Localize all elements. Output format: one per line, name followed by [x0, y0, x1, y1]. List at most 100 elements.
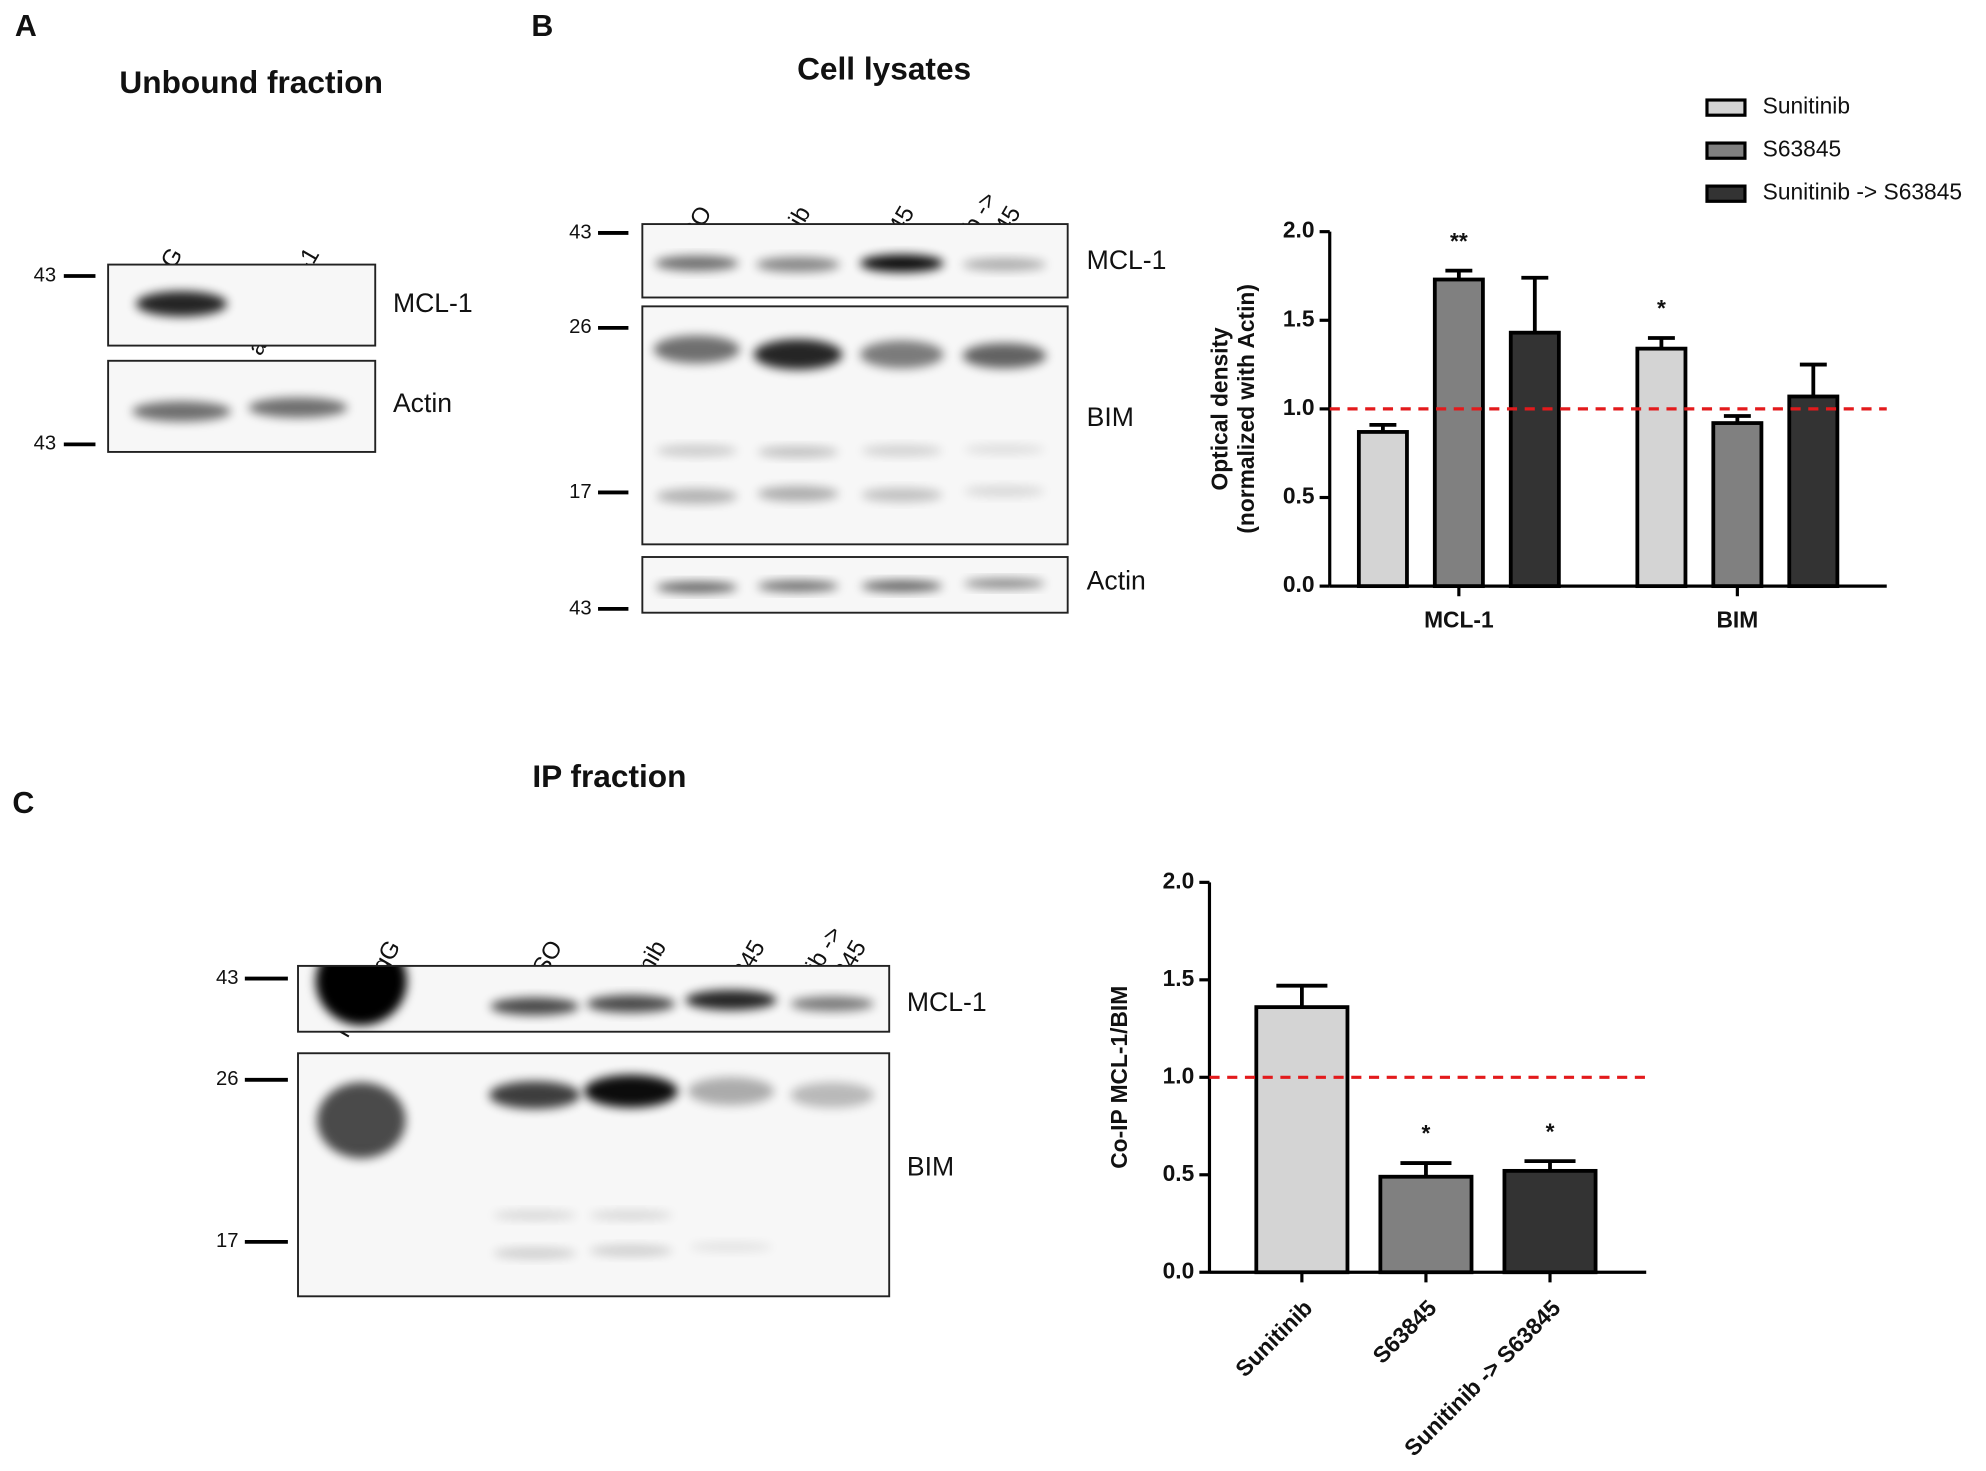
- bar: [1635, 346, 1688, 589]
- blot-bands: [642, 557, 1068, 613]
- panel-letter: A: [15, 9, 37, 43]
- blot-band: [757, 580, 839, 592]
- y-axis-label: Optical density (normalized with Actin): [1207, 284, 1260, 534]
- size-marker: 43: [34, 433, 57, 455]
- legend-swatch: [1705, 184, 1747, 203]
- size-marker: 26: [569, 316, 592, 338]
- size-marker: 43: [216, 967, 239, 989]
- blot-band: [489, 1081, 581, 1109]
- y-tick-label: 1.5: [1163, 965, 1195, 991]
- blot-band: [315, 965, 407, 1026]
- blot-band: [490, 997, 580, 1016]
- blot-band: [861, 488, 943, 502]
- x-tick-label: MCL-1: [1424, 607, 1494, 633]
- legend-swatch: [1705, 141, 1747, 160]
- blot-band: [689, 1241, 773, 1252]
- legend-swatch: [1705, 98, 1747, 117]
- bar: [1502, 1168, 1598, 1275]
- panel-letter: B: [531, 9, 553, 43]
- blot-band: [653, 335, 740, 364]
- blot-band: [962, 343, 1047, 369]
- blot-band: [132, 401, 231, 422]
- blot-bands: [108, 360, 376, 452]
- size-marker: 43: [569, 221, 592, 243]
- legend-label: S63845: [1763, 136, 1842, 162]
- panel-title: Cell lysates: [797, 50, 971, 86]
- blot-label: MCL-1: [907, 987, 987, 1017]
- blot-band: [861, 444, 943, 457]
- y-tick-label: 0.5: [1283, 483, 1315, 509]
- y-axis-label: Co-IP MCL-1/BIM: [1106, 986, 1132, 1169]
- blot-band: [753, 339, 843, 370]
- blot-band: [656, 444, 738, 457]
- bar: [1254, 1005, 1350, 1275]
- y-axis-label-line: (normalized with Actin): [1233, 284, 1259, 534]
- blot-band: [756, 256, 840, 273]
- x-tick-label: S63845: [1367, 1294, 1441, 1368]
- blot-band: [492, 1210, 577, 1221]
- y-axis-label-line: Optical density: [1207, 327, 1233, 491]
- blot-frame: [641, 556, 1069, 614]
- x-tick-label: Sunitinib: [1230, 1295, 1317, 1382]
- significance: *: [1657, 295, 1666, 321]
- blot-label: Actin: [1087, 565, 1146, 595]
- blot-band: [316, 1082, 406, 1159]
- blot-band: [685, 989, 777, 1011]
- blot-bands: [298, 965, 890, 1032]
- blot-band: [248, 397, 348, 418]
- blot-band: [860, 340, 944, 369]
- blot-label: BIM: [907, 1151, 954, 1181]
- blot-band: [687, 1077, 774, 1106]
- blot-band: [656, 488, 738, 504]
- significance: **: [1450, 228, 1468, 254]
- blot-bands: [298, 1053, 890, 1297]
- panel-letter: C: [12, 786, 34, 820]
- significance: *: [1422, 1120, 1431, 1146]
- y-axis-label-line: Co-IP MCL-1/BIM: [1106, 986, 1132, 1169]
- y-tick-label: 0.0: [1163, 1257, 1195, 1283]
- blot-frame: [297, 964, 891, 1033]
- y-tick-label: 2.0: [1163, 867, 1195, 893]
- blot-band: [589, 1210, 673, 1221]
- bar: [1432, 277, 1485, 589]
- bar: [1356, 430, 1409, 589]
- y-tick-label: 1.5: [1283, 305, 1315, 331]
- legend-label: Sunitinib: [1763, 93, 1850, 119]
- blot-band: [963, 444, 1045, 455]
- blot-frame: [297, 1052, 891, 1298]
- blot-frame: [107, 359, 377, 453]
- blot-frame: [107, 263, 377, 347]
- blot-band: [963, 485, 1045, 497]
- x-tick-label: BIM: [1716, 607, 1758, 633]
- blot-band: [962, 258, 1047, 271]
- blot-label: Actin: [393, 388, 452, 418]
- bar: [1508, 330, 1561, 589]
- y-tick-label: 2.0: [1283, 217, 1315, 243]
- blot-band: [860, 254, 944, 273]
- blot-band: [492, 1247, 577, 1259]
- size-marker: 17: [569, 481, 592, 503]
- panel-title: IP fraction: [532, 758, 686, 794]
- blot-band: [586, 995, 676, 1013]
- y-tick-label: 0.0: [1283, 571, 1315, 597]
- blot-bands: [642, 224, 1068, 298]
- blot-frame: [641, 223, 1069, 299]
- blot-bands: [108, 264, 376, 346]
- blot-band: [963, 578, 1045, 589]
- bar: [1711, 421, 1764, 589]
- bar: [1787, 394, 1840, 589]
- y-tick-label: 1.0: [1163, 1062, 1195, 1088]
- significance: *: [1546, 1118, 1555, 1144]
- blot-bands: [642, 306, 1068, 545]
- size-marker: 26: [216, 1068, 239, 1090]
- y-tick-label: 0.5: [1163, 1160, 1195, 1186]
- panel-title: Unbound fraction: [119, 64, 383, 100]
- blot-label: BIM: [1087, 402, 1134, 432]
- blot-band: [589, 1245, 673, 1257]
- y-tick-label: 1.0: [1283, 394, 1315, 420]
- blot-band: [757, 486, 839, 502]
- size-marker: 43: [569, 597, 592, 619]
- blot-label: MCL-1: [393, 288, 473, 318]
